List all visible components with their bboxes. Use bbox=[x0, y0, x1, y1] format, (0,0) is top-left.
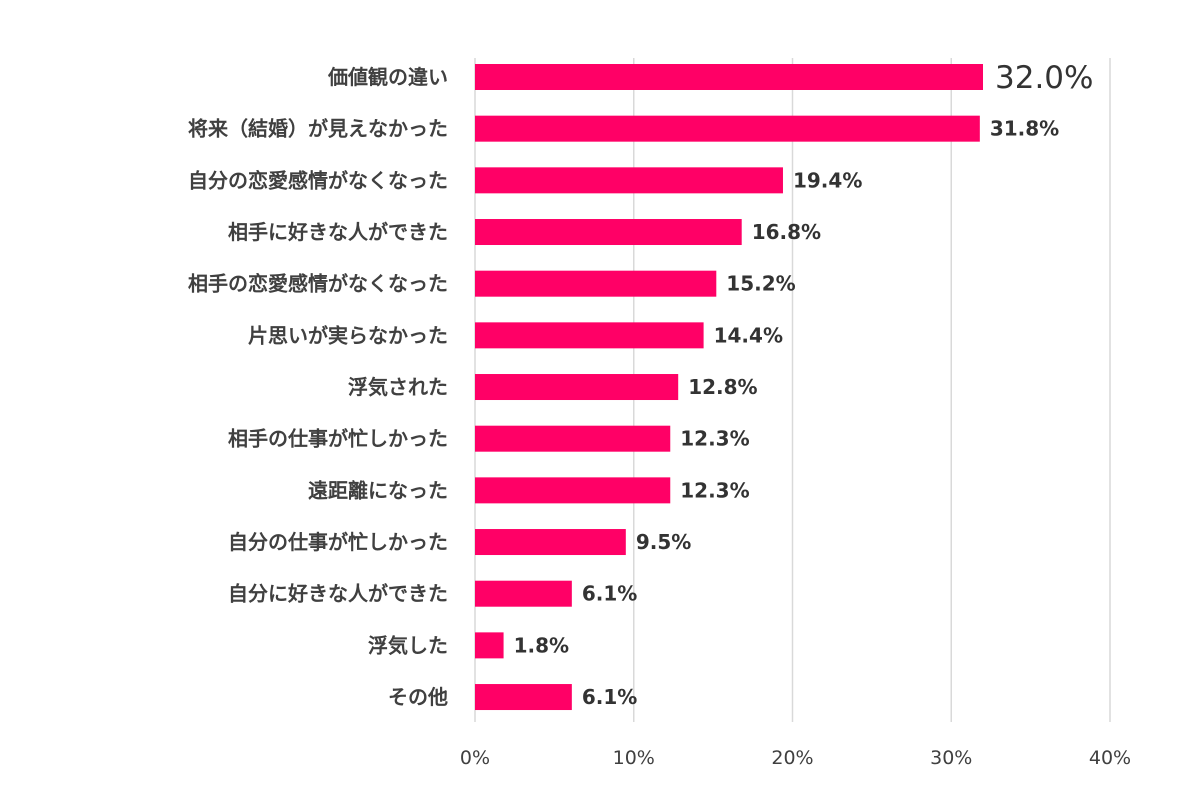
category-label: 遠距離になった bbox=[308, 478, 448, 502]
x-tick-label: 30% bbox=[930, 747, 972, 769]
data-label: 12.8% bbox=[688, 375, 757, 399]
category-label: 自分に好きな人ができた bbox=[228, 582, 448, 606]
bar bbox=[475, 322, 704, 349]
data-label: 15.2% bbox=[726, 272, 795, 296]
data-label: 6.1% bbox=[582, 582, 637, 606]
bar bbox=[475, 374, 679, 401]
bar bbox=[475, 270, 717, 297]
category-label: 浮気された bbox=[348, 375, 448, 399]
x-tick-label: 0% bbox=[460, 747, 490, 769]
bar bbox=[475, 425, 671, 452]
category-label: 将来（結婚）が見えなかった bbox=[188, 117, 448, 141]
x-tick-label: 40% bbox=[1089, 747, 1131, 769]
bar bbox=[475, 529, 626, 556]
bar bbox=[475, 477, 671, 504]
category-label: 価値観の違い bbox=[327, 65, 448, 89]
bar bbox=[475, 167, 783, 194]
x-tick-label: 10% bbox=[613, 747, 655, 769]
category-label: 相手の仕事が忙しかった bbox=[228, 427, 448, 451]
x-tick-label: 20% bbox=[771, 747, 813, 769]
bar bbox=[475, 219, 742, 246]
category-label: 相手に好きな人ができた bbox=[228, 220, 448, 244]
bar bbox=[475, 64, 983, 90]
bar bbox=[475, 580, 572, 607]
data-label: 19.4% bbox=[793, 168, 862, 192]
category-label: その他 bbox=[388, 685, 448, 709]
data-label: 32.0% bbox=[995, 60, 1093, 96]
data-label: 12.3% bbox=[680, 427, 749, 451]
data-label: 14.4% bbox=[714, 323, 783, 347]
data-label: 9.5% bbox=[636, 530, 691, 554]
bar bbox=[475, 115, 980, 142]
category-label: 自分の仕事が忙しかった bbox=[228, 530, 448, 554]
data-label: 16.8% bbox=[752, 220, 821, 244]
data-label: 12.3% bbox=[680, 478, 749, 502]
data-label: 1.8% bbox=[514, 633, 569, 657]
bar bbox=[475, 684, 572, 711]
data-label: 6.1% bbox=[582, 685, 637, 709]
category-label: 片思いが実らなかった bbox=[248, 323, 448, 347]
category-label: 自分の恋愛感情がなくなった bbox=[188, 168, 448, 192]
bar bbox=[475, 632, 504, 659]
data-label: 31.8% bbox=[990, 117, 1059, 141]
category-label: 浮気した bbox=[368, 633, 448, 657]
category-label: 相手の恋愛感情がなくなった bbox=[188, 272, 448, 296]
